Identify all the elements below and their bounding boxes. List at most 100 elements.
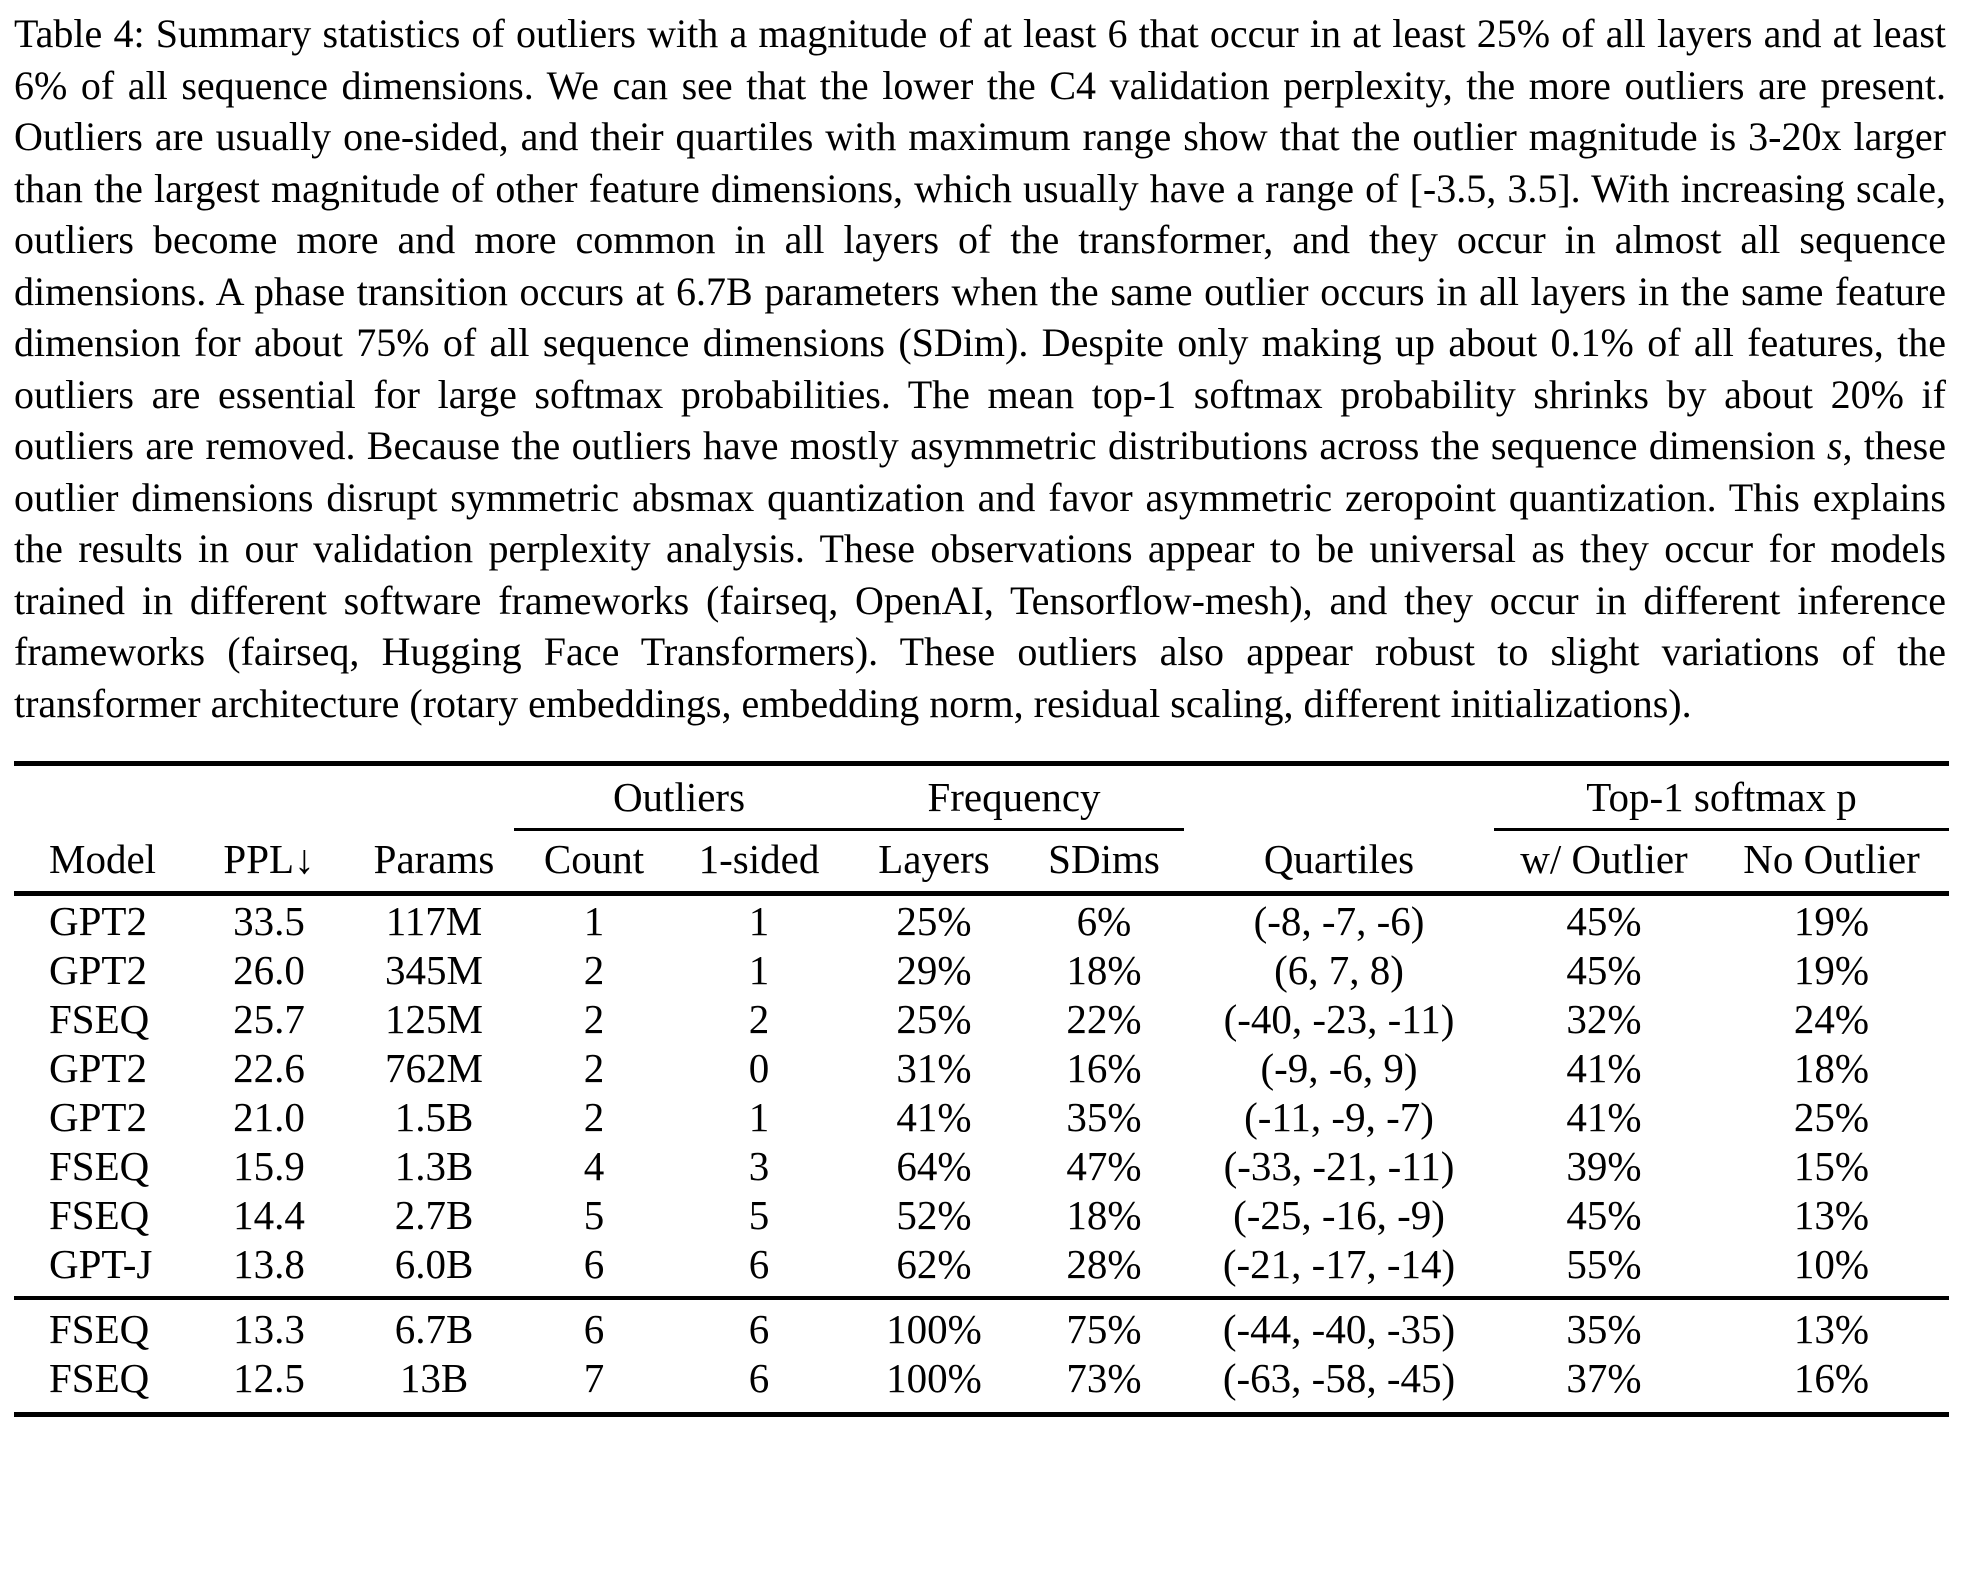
caption-text: , these outlier dimensions disrupt symme… [14,423,1947,726]
table-cell: 6.7B [354,1296,514,1353]
table-cell: (-21, -17, -14) [1222,1240,1456,1287]
table-cell: 7 [583,1354,605,1401]
cell-model: GPT2 [49,1044,147,1091]
table-cell: 6 [748,1354,770,1401]
table-cell: 29% [896,946,972,993]
cell-model: FSEQ [49,1354,150,1401]
table-cell: 13% [1793,1191,1870,1238]
table-row: GPT2 26.0 345M 2 1 29% 18% (6, 7, 8) 45%… [14,945,1949,994]
table-cell: 24% [1793,995,1870,1042]
table-cell: 1.5B [394,1093,474,1140]
table-cell: 2.7B [394,1191,474,1238]
table-cell: 32% [1566,995,1642,1042]
cell-model: FSEQ [49,1142,150,1189]
table-cell: 16% [1793,1354,1870,1401]
cell-model: FSEQ [49,995,150,1042]
group-header-row: Outliers Frequency Top-1 softmax p [14,763,1949,831]
caption-italic-s: s [1826,423,1843,468]
table-cell: 18% [1066,946,1142,993]
table-cell: 0 [748,1044,770,1091]
table-cell: 25% [896,995,972,1042]
table-cell: 19% [1793,897,1870,944]
cell-model: GPT2 [49,1093,147,1140]
table-cell: (-9, -6, 9) [1260,1044,1418,1091]
group-header-frequency: Frequency [844,763,1184,831]
table-cell: (6, 7, 8) [1274,946,1404,993]
table-cell: 2 [748,995,770,1042]
table-row: GPT2 22.6 762M 2 0 31% 16% (-9, -6, 9) 4… [14,1043,1949,1092]
table-cell: 37% [1566,1354,1642,1401]
table-row: GPT-J 13.8 6.0B 6 6 62% 28% (-21, -17, -… [14,1239,1949,1298]
table-cell: 22.6 [233,1044,305,1091]
table-cell: 6% [1076,897,1132,944]
table-cell: 41% [896,1093,972,1140]
table-cell: 4 [583,1142,605,1189]
table-cell: 45% [1566,946,1642,993]
cell-model: GPT2 [49,946,147,993]
table-cell: 12.5 [233,1354,305,1401]
spacer-cell [14,764,514,830]
table-cell: 14.4 [233,1191,305,1238]
table-cell: 33.5 [233,897,305,944]
table-cell: 1.3B [394,1142,474,1189]
caption-text: Table 4: Summary statistics of outliers … [14,11,1946,468]
table-cell: 345M [385,946,483,993]
table-caption: Table 4: Summary statistics of outliers … [14,8,1946,729]
table-cell: 6 [514,1296,674,1353]
table-cell: 13% [1714,1296,1949,1353]
table-cell: 762M [385,1044,483,1091]
table-cell: 47% [1066,1142,1142,1189]
column-header-1sided: 1-sided [674,829,844,896]
column-header-params: Params [354,829,514,896]
summary-statistics-table: Outliers Frequency Top-1 softmax p Model… [14,761,1949,1417]
group-header-top1-softmax: Top-1 softmax p [1494,763,1949,831]
cell-model: GPT2 [49,897,147,944]
table-cell: 1 [748,897,770,944]
cell-model: FSEQ [14,1296,184,1353]
table-cell: 52% [896,1191,972,1238]
table-cell: 73% [1066,1354,1142,1401]
table-cell: 3 [748,1142,770,1189]
table-cell: 10% [1793,1240,1870,1287]
table-cell: 55% [1566,1240,1642,1287]
column-header-quartiles: Quartiles [1184,829,1494,896]
table-cell: 1 [583,897,605,944]
table-cell: 13B [399,1354,469,1401]
column-header-sdims: SDims [1024,829,1184,896]
table-cell: 5 [748,1191,770,1238]
table-cell: 31% [896,1044,972,1091]
table-cell: 26.0 [233,946,305,993]
table-cell: 45% [1566,1191,1642,1238]
table-cell: 41% [1566,1044,1642,1091]
table-cell: 15.9 [233,1142,305,1189]
table-row: FSEQ 14.4 2.7B 5 5 52% 18% (-25, -16, -9… [14,1190,1949,1239]
table-cell: 45% [1566,897,1642,944]
table-row: GPT2 33.5 117M 1 1 25% 6% (-8, -7, -6) 4… [14,894,1949,946]
table-cell: 117M [385,897,483,944]
table-cell: (-25, -16, -9) [1233,1191,1445,1238]
column-header-no-outlier: No Outlier [1714,829,1949,896]
table-cell: 1 [748,1093,770,1140]
column-header-layers: Layers [844,829,1024,896]
group-header-outliers: Outliers [514,763,844,831]
table-cell: 16% [1066,1044,1142,1091]
table-cell: 35% [1066,1093,1142,1140]
table-cell: 2 [583,995,605,1042]
table-cell: 39% [1566,1142,1642,1189]
table-cell: 22% [1066,995,1142,1042]
table-figure: Table 4: Summary statistics of outliers … [0,8,1968,1417]
table-cell: 21.0 [233,1093,305,1140]
table-cell: 18% [1066,1191,1142,1238]
cell-model: FSEQ [49,1191,150,1238]
column-header-row: Model PPL↓ Params Count 1-sided Layers S… [14,829,1949,896]
column-header-ppl: PPL↓ [184,829,354,896]
table-cell: 13.3 [184,1296,354,1353]
table-cell: 6 [674,1296,844,1353]
table-row: FSEQ 13.3 6.7B 6 6 100% 75% (-44, -40, -… [14,1296,1949,1353]
table-cell: (-11, -9, -7) [1244,1093,1434,1140]
table-cell: 100% [844,1296,1024,1353]
table-cell: 1 [748,946,770,993]
table-cell: 6 [748,1240,770,1287]
table-cell: (-44, -40, -35) [1184,1296,1494,1353]
table-row: FSEQ 15.9 1.3B 4 3 64% 47% (-33, -21, -1… [14,1141,1949,1190]
